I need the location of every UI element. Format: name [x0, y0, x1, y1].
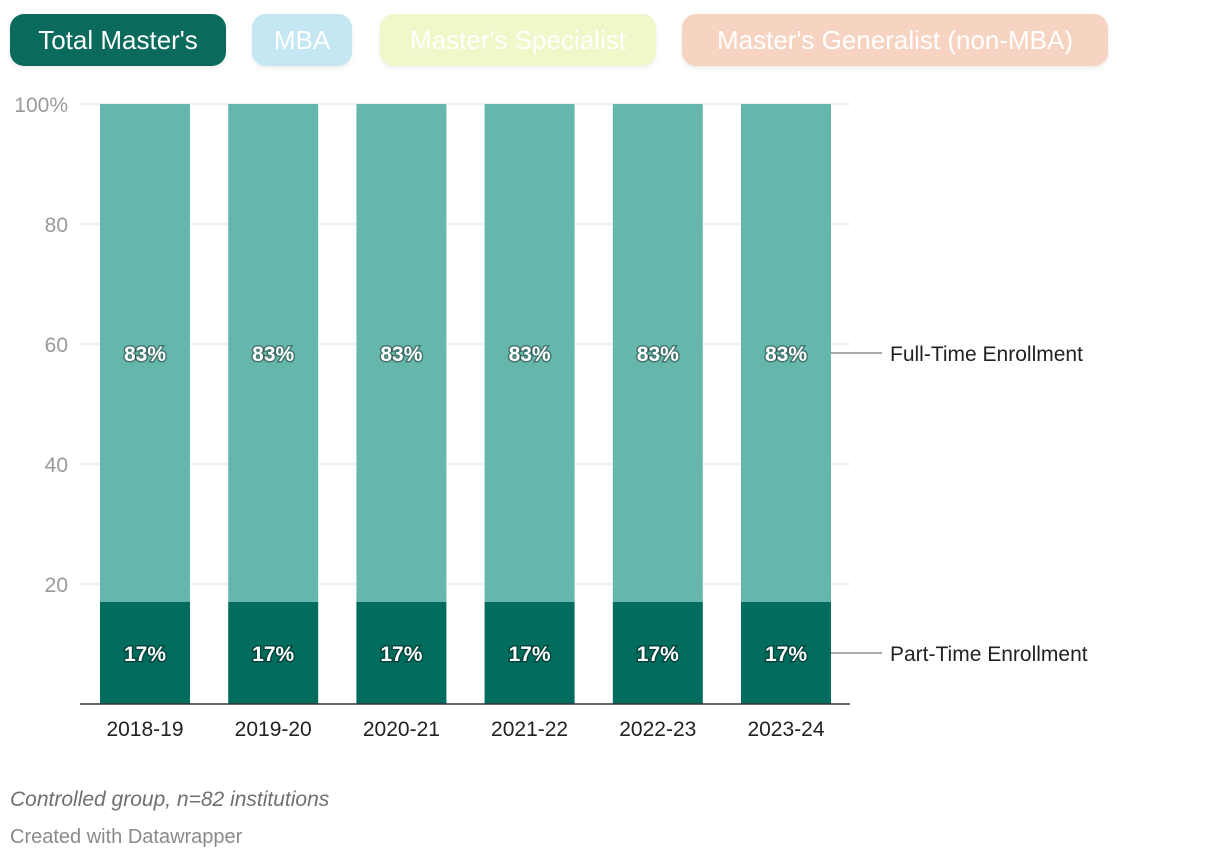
y-tick-label: 40: [45, 454, 68, 477]
gridlines: [80, 103, 850, 585]
y-tick-label: 100%: [14, 94, 68, 117]
bars: [100, 104, 831, 704]
bar-value-label: 17%: [124, 643, 166, 666]
bar-value-label: 83%: [637, 343, 679, 366]
series-direct-labels: Part-Time Enrollment Full-Time Enrollment: [831, 343, 1088, 666]
stacked-bar-chart: 17% 83% 17% 83% 17% 83% 17% 83% 17% 83% 17% 83% 20 4…: [14, 94, 1088, 741]
x-tick-label: 2021-22: [491, 718, 568, 741]
tab-masters-generalist[interactable]: Master's Generalist (non-MBA): [682, 14, 1108, 66]
bar-segment: [612, 104, 703, 602]
bar-segment: [741, 602, 831, 704]
bar-value-label: 17%: [252, 643, 294, 666]
bar-segment: [484, 602, 575, 704]
bar-value-label: 83%: [252, 343, 294, 366]
bar-value-label: 83%: [380, 343, 422, 366]
x-tick-label: 2019-20: [235, 718, 312, 741]
bar-segment: [228, 602, 319, 704]
bar-segment: [228, 104, 319, 602]
bar-value-label: 83%: [509, 343, 551, 366]
y-tick-label: 80: [45, 214, 68, 237]
bar-segment: [484, 104, 575, 602]
bar-value-labels: 17% 83% 17% 83% 17% 83% 17% 83% 17% 83% 17% 83%: [122, 342, 808, 668]
bar-segment: [356, 104, 447, 602]
bar-segment: [356, 602, 447, 704]
bar-segment: [100, 602, 190, 704]
tab-total-masters[interactable]: Total Master's: [10, 14, 226, 66]
bar-value-label: 17%: [765, 643, 807, 666]
footer-note: Controlled group, n=82 institutions: [10, 788, 330, 811]
tab-masters-specialist[interactable]: Master's Specialist: [380, 14, 656, 66]
credit-line: Created with Datawrapper: [10, 826, 243, 848]
series-label: Part-Time Enrollment: [890, 643, 1088, 666]
bar-segment: [612, 602, 703, 704]
x-tick-label: 2020-21: [363, 718, 440, 741]
x-tick-label: 2018-19: [106, 718, 183, 741]
bar-value-label: 17%: [509, 643, 551, 666]
bar-value-label: 17%: [380, 643, 422, 666]
axes: 20 40 60 80 100% 2018-19 2019-20 2020-21 2021-22…: [14, 94, 850, 741]
x-tick-label: 2022-23: [619, 718, 696, 741]
chart-toggle-tabs: Total Master's MBA Master's Specialist M…: [10, 14, 1210, 66]
bar-segment: [100, 104, 190, 602]
y-tick-label: 20: [45, 574, 68, 597]
tab-mba[interactable]: MBA: [252, 14, 352, 66]
x-tick-label: 2023-24: [747, 718, 824, 741]
series-label: Full-Time Enrollment: [890, 343, 1083, 366]
bar-value-label: 83%: [765, 343, 807, 366]
bar-value-label: 17%: [637, 643, 679, 666]
y-tick-label: 60: [45, 334, 68, 357]
bar-value-label: 83%: [124, 343, 166, 366]
bar-segment: [741, 104, 831, 602]
